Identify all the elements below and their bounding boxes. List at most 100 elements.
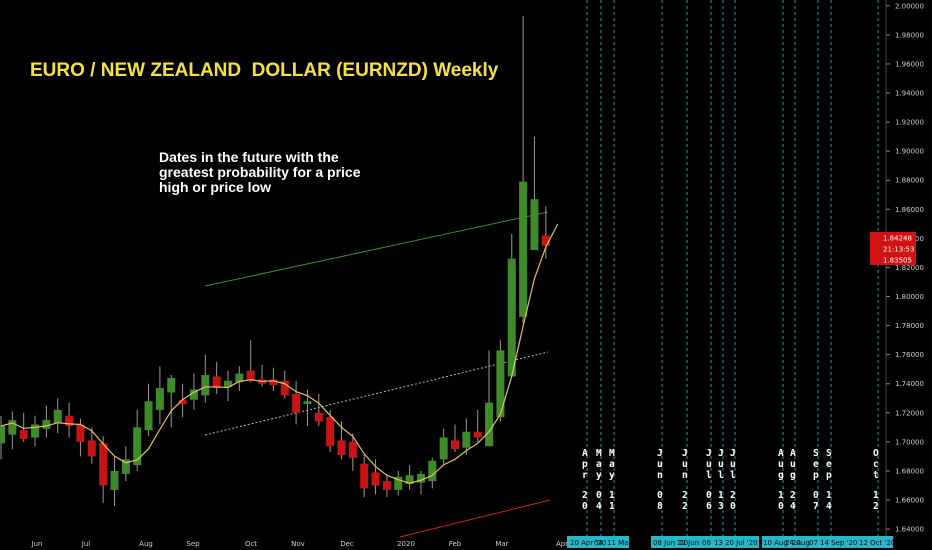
candle — [19, 412, 28, 442]
price-tag-box — [870, 232, 916, 243]
candle — [530, 136, 539, 251]
candle-body — [224, 380, 232, 387]
future-date-day-char: 1 — [609, 490, 615, 501]
candle-body — [42, 420, 51, 429]
future-date-day-char: 7 — [813, 501, 819, 512]
date-axis-label: 06 — [702, 539, 711, 547]
candle-body — [405, 475, 414, 485]
candle — [462, 418, 471, 455]
price-tick-label: 1.98000 — [895, 31, 924, 39]
price-tick-label: 1.94000 — [895, 90, 924, 98]
future-date-label: Sep 07 — [813, 448, 819, 512]
candle-body — [473, 431, 482, 438]
candle-body — [519, 181, 528, 317]
future-date-day-char: 1 — [873, 490, 879, 501]
candle-body — [416, 473, 425, 483]
price-tick-label: 2.00000 — [895, 2, 924, 10]
candle-body — [428, 460, 437, 482]
candle — [246, 340, 255, 383]
month-tick-label: Aug — [139, 540, 153, 548]
candle — [451, 424, 459, 453]
price-tick-label: 1.76000 — [895, 351, 924, 359]
candle — [507, 234, 516, 377]
future-date-month-char: l — [730, 470, 736, 481]
candle — [167, 375, 176, 428]
candle — [201, 354, 210, 403]
date-axis-label: 10 Aug '20 — [763, 539, 801, 547]
candle — [31, 415, 40, 447]
future-date-month-char: u — [718, 459, 724, 470]
price-tick-label: 1.92000 — [895, 119, 924, 127]
month-tick-label: 2020 — [397, 540, 415, 548]
future-date-label: Jul 06 — [706, 448, 712, 512]
future-date-day-char: 2 — [790, 490, 796, 501]
candle-body — [337, 440, 346, 455]
candle-body — [360, 463, 369, 489]
candle — [314, 393, 323, 426]
date-axis-box — [857, 536, 893, 548]
future-date-day-char: 2 — [730, 490, 736, 501]
future-date-day-char: 1 — [826, 490, 832, 501]
future-date-month-char: p — [826, 470, 832, 481]
candle — [133, 409, 142, 471]
candle — [519, 15, 528, 323]
future-date-label: Jul 20 — [730, 448, 736, 512]
future-date-month-char: A — [778, 448, 784, 459]
candle — [235, 366, 244, 392]
candle — [269, 367, 278, 392]
future-date-day-char: 6 — [706, 501, 712, 512]
month-tick-label: Mar — [495, 540, 508, 548]
future-date-month-char: p — [582, 459, 588, 470]
future-date-day-char: 3 — [718, 501, 724, 512]
date-axis-label: 13 — [714, 539, 723, 547]
date-axis-box — [651, 536, 759, 548]
candle-body — [87, 440, 96, 457]
candle-body — [178, 399, 187, 405]
future-date-month-char: u — [778, 459, 784, 470]
future-date-month-char: S — [813, 448, 819, 459]
date-axis-label: 20 Jul '20 — [725, 539, 758, 547]
dotted-trend-line — [204, 351, 549, 436]
candle-body — [144, 401, 153, 431]
price-tick-label: 1.64000 — [895, 526, 924, 534]
future-date-month-char: u — [730, 459, 736, 470]
candle-body — [155, 388, 164, 410]
future-date-day-char: 4 — [826, 501, 832, 512]
price-tag-label: 1.84248 — [883, 235, 912, 243]
candle-body — [189, 389, 198, 400]
annotation-note: Dates in the future with the greatest pr… — [159, 149, 361, 195]
price-tick-label: 1.90000 — [895, 148, 924, 156]
candle-body — [235, 373, 244, 383]
future-date-label: Oct 12 — [873, 448, 879, 512]
candle-body — [8, 420, 17, 435]
future-date-month-char: r — [582, 470, 588, 481]
date-axis-label: 08 Jun '20 — [653, 539, 688, 547]
candle — [439, 428, 448, 466]
future-date-month-char: g — [790, 470, 796, 481]
candle-body — [212, 376, 221, 389]
candle — [371, 459, 380, 495]
candle-body — [246, 370, 255, 381]
future-date-day-char: 2 — [582, 490, 588, 501]
candle — [121, 446, 130, 482]
date-axis-label: 04 — [594, 539, 603, 547]
future-date-label: Jun 08 — [657, 448, 663, 512]
month-tick-label: Oct — [245, 540, 257, 548]
candle-body — [371, 472, 380, 486]
candle — [405, 465, 414, 490]
future-date-day-char: 0 — [706, 490, 712, 501]
future-date-month-char: y — [596, 470, 602, 481]
future-date-month-char: J — [730, 448, 736, 459]
date-axis-label: 12 Oct '20 — [859, 539, 895, 547]
price-tick-label: 1.86000 — [895, 206, 924, 214]
candle — [428, 457, 437, 489]
candle-body — [462, 431, 471, 448]
future-date-month-char: S — [826, 448, 832, 459]
future-date-month-char: J — [718, 448, 724, 459]
candle-body — [292, 393, 301, 413]
date-axis-label: 14 Sep '20 — [820, 539, 857, 547]
candle — [65, 402, 74, 438]
candle-body — [0, 425, 5, 444]
price-tick-label: 1.70000 — [895, 438, 924, 446]
